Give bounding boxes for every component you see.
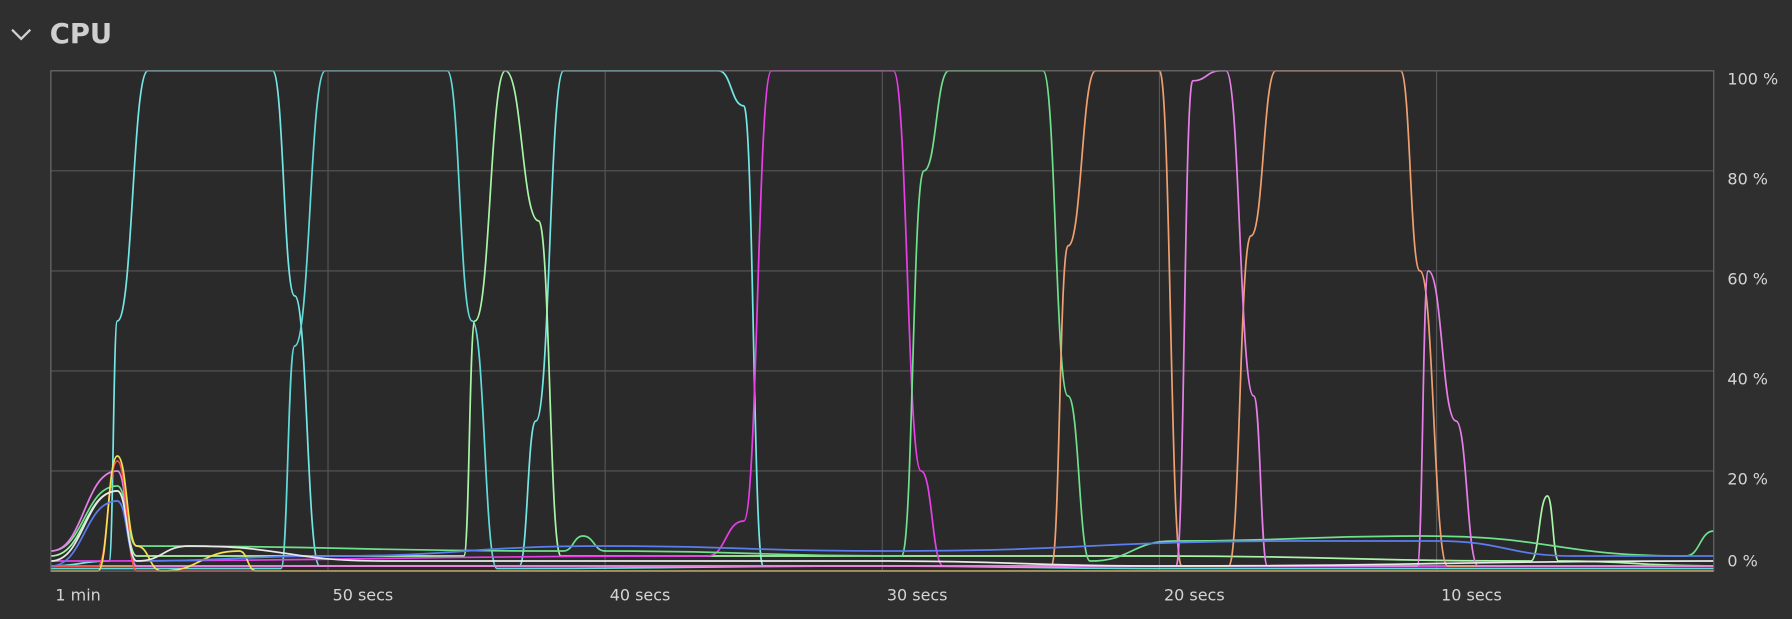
x-tick-label: 50 secs: [333, 586, 394, 605]
y-tick-label: 60 %: [1727, 270, 1768, 289]
cpu-line: [50, 69, 1714, 567]
y-tick-label: 80 %: [1727, 169, 1768, 188]
y-tick-label: 100 %: [1727, 69, 1778, 88]
cpu-line: [50, 69, 1714, 567]
y-tick-label: 0 %: [1727, 551, 1757, 570]
plot-border: [50, 70, 1715, 572]
x-tick-label: 20 secs: [1164, 586, 1225, 605]
cpu-line: [50, 69, 1714, 570]
section-title: CPU: [50, 19, 112, 50]
y-tick-label: 40 %: [1727, 370, 1768, 389]
collapse-chevron[interactable]: [11, 28, 32, 41]
cpu-line: [50, 490, 1714, 567]
x-tick-label: 40 secs: [610, 586, 671, 605]
x-tick-label: 10 secs: [1441, 586, 1502, 605]
x-tick-label: 30 secs: [887, 586, 948, 605]
y-tick-label: 20 %: [1727, 470, 1768, 489]
cpu-line: [50, 69, 1714, 562]
x-tick-label: 1 min: [55, 586, 100, 605]
